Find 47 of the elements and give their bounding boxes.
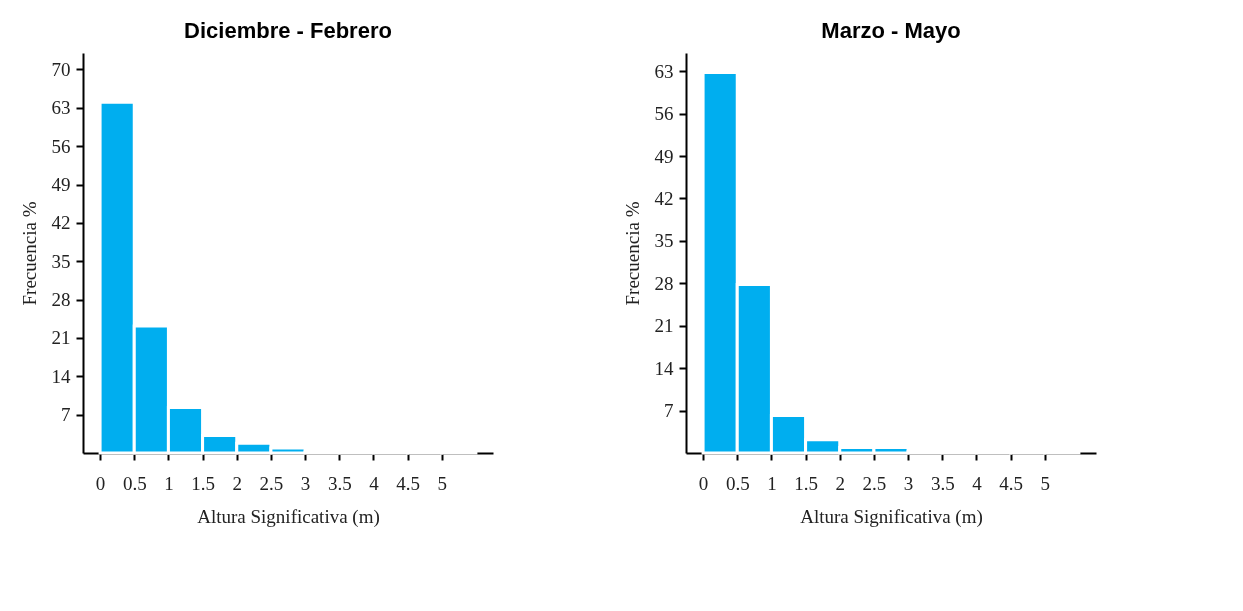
y-tick-label: 35 xyxy=(51,250,71,272)
x-tick-label: 4 xyxy=(972,472,983,494)
x-tick-label: 0 xyxy=(698,472,709,494)
y-tick-label: 56 xyxy=(654,103,674,125)
y-tick-label: 49 xyxy=(654,145,674,167)
x-tick-label: 0 xyxy=(95,472,106,494)
y-tick-label: 28 xyxy=(51,289,71,311)
x-tick-label: 0.5 xyxy=(725,472,750,494)
y-axis-title: Frecuencia % xyxy=(621,201,643,306)
x-tick-label: 1 xyxy=(164,472,174,494)
y-tick-label: 14 xyxy=(51,365,71,387)
y-tick-label: 28 xyxy=(654,272,674,294)
x-tick-label: 1.5 xyxy=(794,472,818,494)
x-tick-label: 2 xyxy=(835,472,845,494)
x-tick-label: 3.5 xyxy=(327,472,352,494)
y-tick-label: 7 xyxy=(61,404,71,426)
x-tick-label: 3 xyxy=(903,472,914,494)
y-tick-label: 49 xyxy=(51,174,71,196)
y-tick-label: 21 xyxy=(51,327,71,349)
y-tick-label: 42 xyxy=(654,187,674,209)
y-tick-label: 14 xyxy=(654,357,674,379)
x-tick-label: 1 xyxy=(767,472,777,494)
x-tick-label: 3.5 xyxy=(930,472,955,494)
chart-title: Diciembre - Febrero xyxy=(184,18,392,43)
y-axis-title: Frecuencia % xyxy=(18,201,40,306)
x-tick-label: 1.5 xyxy=(191,472,215,494)
x-tick-label: 5 xyxy=(1040,472,1050,494)
y-tick-label: 63 xyxy=(51,97,71,119)
x-tick-label: 5 xyxy=(437,472,447,494)
y-tick-label: 63 xyxy=(654,60,674,82)
x-axis-title: Altura Significativa (m) xyxy=(800,505,983,528)
x-tick-label: 4.5 xyxy=(396,472,420,494)
x-tick-label: 2 xyxy=(232,472,242,494)
x-tick-label: 4.5 xyxy=(999,472,1023,494)
y-tick-label: 35 xyxy=(654,230,674,252)
x-tick-label: 4 xyxy=(369,472,380,494)
x-tick-label: 3 xyxy=(300,472,311,494)
x-axis-title: Altura Significativa (m) xyxy=(197,505,380,528)
x-tick-label: 2.5 xyxy=(259,472,284,494)
y-tick-label: 42 xyxy=(51,212,71,234)
y-tick-label: 70 xyxy=(51,58,71,80)
y-tick-label: 21 xyxy=(654,315,674,337)
y-tick-label: 56 xyxy=(51,135,71,157)
x-tick-label: 2.5 xyxy=(862,472,887,494)
y-tick-label: 7 xyxy=(664,400,674,422)
chart-title: Marzo - Mayo xyxy=(821,18,961,43)
x-tick-label: 0.5 xyxy=(122,472,147,494)
